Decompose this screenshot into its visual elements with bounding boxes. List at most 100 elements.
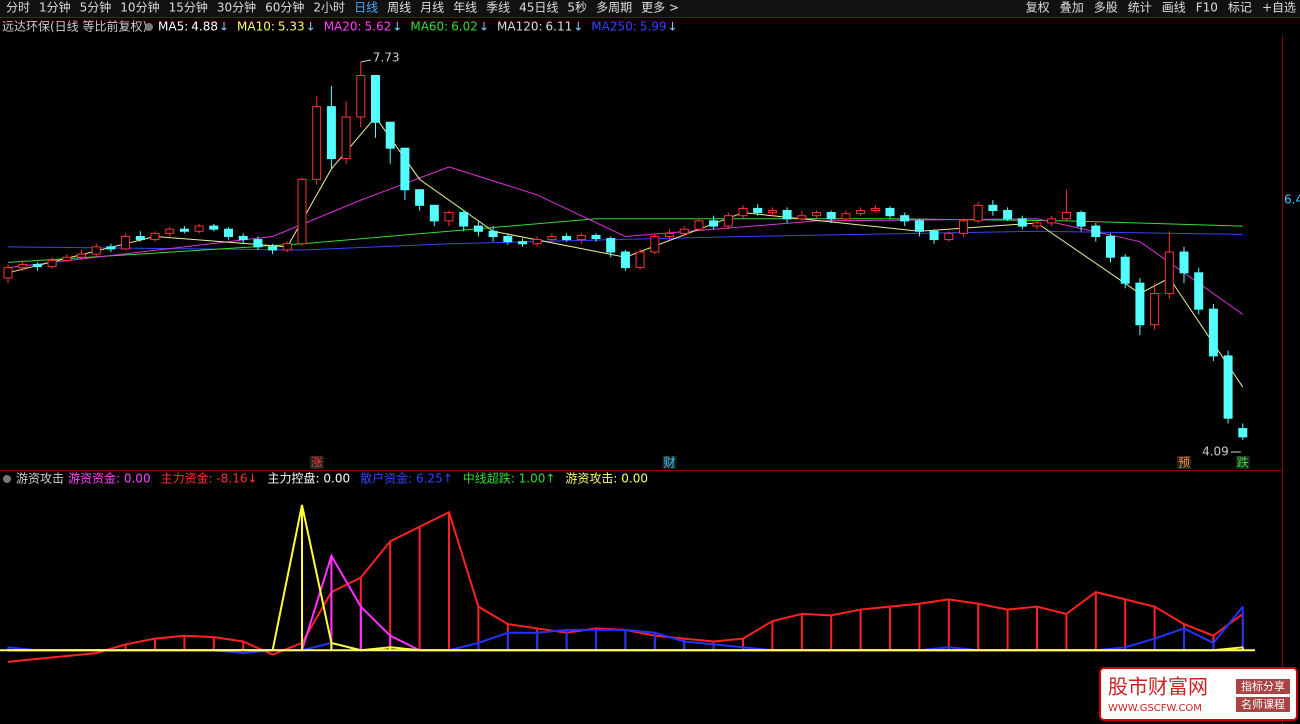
ma-legend-arrow: ↓ — [306, 20, 316, 34]
candle-body — [767, 210, 777, 214]
ma-legend-arrow: ↓ — [573, 20, 583, 34]
tool-button[interactable]: F10 — [1196, 1, 1218, 15]
period-tab[interactable]: 更多 > — [641, 1, 679, 15]
ma-legend-value: 5.33 — [278, 20, 305, 34]
candle-body — [1208, 308, 1218, 357]
toolbar — [0, 0, 1300, 17]
candle-body — [532, 239, 542, 245]
candle-body — [209, 225, 219, 230]
period-tab[interactable]: 多周期 — [596, 1, 632, 15]
period-tab[interactable]: 季线 — [486, 1, 510, 15]
candle-body — [753, 207, 763, 214]
event-marker[interactable]: 涨 — [311, 455, 323, 470]
event-marker[interactable]: 财 — [663, 456, 675, 470]
tool-button[interactable]: 统计 — [1128, 1, 1152, 15]
period-tab[interactable]: 30分钟 — [217, 0, 256, 15]
candle-body — [1091, 225, 1101, 237]
ma-legend-label: MA5: — [158, 20, 188, 34]
ma-legend-label: MA120: — [497, 20, 543, 34]
candle-body — [444, 212, 454, 222]
candle-body — [459, 212, 469, 227]
event-marker-bg — [1177, 456, 1191, 469]
indicator-legend: 主力控盘: 0.00 — [268, 471, 351, 486]
ma-legend-value: 6.02 — [451, 20, 478, 34]
tool-button[interactable]: +自选 — [1262, 1, 1296, 15]
indicator-name: 游资攻击 — [16, 472, 64, 486]
tool-button[interactable]: 标记 — [1228, 1, 1252, 15]
legend-toggle[interactable] — [145, 23, 153, 31]
ma-line — [7, 230, 1243, 251]
period-tab[interactable]: 月线 — [420, 1, 444, 15]
period-tab[interactable]: 5分钟 — [80, 0, 112, 15]
candle-body — [870, 207, 880, 212]
period-tab[interactable]: 2小时 — [313, 1, 345, 15]
candle-body — [385, 121, 395, 149]
period-tab[interactable]: 周线 — [387, 1, 411, 15]
event-marker[interactable]: 跌 — [1237, 455, 1249, 470]
candle-body — [944, 232, 954, 241]
candle-body — [620, 251, 630, 269]
candle-body — [914, 220, 924, 232]
candle-body — [282, 243, 292, 251]
candle-body — [1194, 272, 1204, 310]
candle-body — [32, 264, 42, 268]
period-tab[interactable]: 45日线 — [519, 1, 558, 15]
indicator-legend: 中线超跌: 1.00↑ — [463, 471, 556, 486]
ma-legend-label: MA60: — [410, 20, 448, 34]
period-tab[interactable]: 10分钟 — [120, 0, 159, 15]
candle-body — [1076, 212, 1086, 227]
ma-line — [7, 166, 1244, 315]
period-tab[interactable]: 年线 — [453, 1, 477, 15]
period-tab[interactable]: 分时 — [6, 1, 30, 15]
candle-body — [400, 147, 410, 191]
candle-body — [165, 228, 175, 234]
tool-button[interactable]: 画线 — [1162, 1, 1186, 15]
candle-body — [826, 212, 836, 220]
candle-body — [488, 230, 498, 237]
candle-body — [121, 235, 131, 250]
period-tab[interactable]: 日线 — [354, 1, 378, 15]
watermark-tag: 指标分享 — [1241, 679, 1285, 693]
period-tab[interactable]: 5秒 — [567, 1, 587, 15]
candle-body — [738, 207, 748, 217]
tool-button[interactable]: 叠加 — [1060, 1, 1084, 15]
tool-button[interactable]: 多股 — [1094, 1, 1118, 15]
candle-body — [3, 267, 13, 279]
watermark-site: 股市财富网 — [1108, 675, 1208, 699]
candle-body — [429, 204, 439, 222]
candle-body — [1061, 212, 1071, 220]
candle-body — [415, 189, 425, 206]
pointer — [360, 59, 371, 63]
ma-legend-label: MA10: — [237, 20, 275, 34]
candle-body — [959, 220, 968, 234]
tool-button[interactable]: 复权 — [1026, 1, 1050, 15]
candle-body — [1238, 428, 1248, 438]
candle-body — [106, 246, 116, 250]
indicator-legend: 游资攻击: 0.00 — [565, 472, 648, 486]
candle-body — [1017, 218, 1027, 227]
indicator-legend: 主力资金: -8.16↓ — [161, 471, 258, 486]
candle-body — [356, 75, 366, 118]
candle-body — [326, 106, 336, 160]
candle-body — [1047, 218, 1057, 224]
period-tab[interactable]: 1分钟 — [39, 0, 71, 15]
period-tab[interactable]: 60分钟 — [265, 0, 304, 15]
candle-body — [635, 251, 645, 269]
period-tab[interactable]: 15分钟 — [169, 0, 208, 15]
candle-body — [77, 253, 86, 258]
candle-body — [312, 106, 322, 180]
ma-legend-value: 4.88 — [191, 20, 218, 34]
ma-legend-label: MA250: — [591, 20, 637, 34]
candle-body — [856, 210, 866, 215]
candle-body — [1106, 235, 1115, 258]
candle-body — [268, 246, 278, 251]
ma-legend-arrow: ↓ — [219, 20, 229, 34]
price-axis-label: 6.4 — [1284, 193, 1300, 207]
indicator-toggle[interactable] — [3, 475, 11, 483]
event-marker[interactable]: 预 — [1178, 456, 1190, 470]
candle-body — [473, 225, 483, 232]
ma-legend-value: 6.11 — [546, 20, 573, 34]
candle-body — [135, 235, 145, 241]
candle-body — [253, 239, 263, 248]
